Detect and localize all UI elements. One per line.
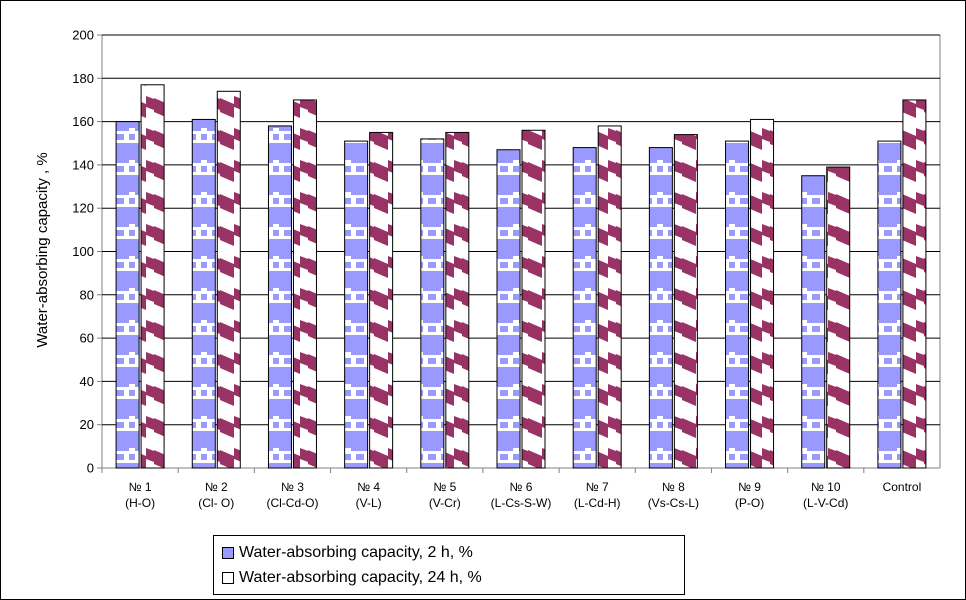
x-category-label: (L-V-Cd) xyxy=(803,496,848,510)
y-tick-label: 80 xyxy=(80,287,94,302)
bar-24h xyxy=(292,99,317,469)
y-tick-label: 200 xyxy=(72,28,94,43)
bar-2h xyxy=(496,149,521,469)
bar-2h xyxy=(267,125,292,469)
y-tick-label: 40 xyxy=(80,374,94,389)
y-tick-label: 160 xyxy=(72,114,94,129)
legend-swatch-24h xyxy=(222,572,234,584)
x-category-label: № 4 xyxy=(357,480,380,494)
bar-2h xyxy=(420,138,445,469)
bar-24h xyxy=(369,131,394,469)
x-category-label: (H-O) xyxy=(125,496,155,510)
bar-24h xyxy=(216,90,241,469)
x-category-label: № 2 xyxy=(205,480,228,494)
x-category-label: № 9 xyxy=(738,480,761,494)
x-category-label: (V-Cr) xyxy=(429,496,461,510)
bar-2h xyxy=(191,118,216,469)
legend: Water-absorbing capacity, 2 h, % Water-a… xyxy=(213,535,685,595)
x-category-label: № 3 xyxy=(281,480,304,494)
bar-2h xyxy=(572,147,597,469)
x-category-label: № 1 xyxy=(129,480,152,494)
x-category-label: № 7 xyxy=(586,480,609,494)
bar-2h xyxy=(648,147,673,469)
bar-2h xyxy=(725,140,750,469)
x-category-label: (P-O) xyxy=(735,496,764,510)
bar-2h xyxy=(801,175,826,469)
x-category-label: (Vs-Cs-L) xyxy=(648,496,699,510)
x-category-label: (L-Cd-H) xyxy=(574,496,621,510)
bar-24h xyxy=(673,134,698,469)
legend-swatch-2h xyxy=(222,547,234,559)
legend-item-24h: Water-absorbing capacity, 24 h, % xyxy=(222,567,482,589)
bar-24h xyxy=(521,129,546,469)
x-category-label: № 5 xyxy=(433,480,456,494)
y-tick-label: 180 xyxy=(72,71,94,86)
x-category-label: (Cl- O) xyxy=(198,496,234,510)
x-category-label: (Cl-Cd-O) xyxy=(266,496,318,510)
x-category-label: (L-Cs-S-W) xyxy=(491,496,552,510)
bar-24h xyxy=(826,166,851,469)
bar-24h xyxy=(597,125,622,469)
legend-label-2h: Water-absorbing capacity, 2 h, % xyxy=(239,544,473,561)
y-tick-label: 60 xyxy=(80,331,94,346)
x-category-label: № 10 xyxy=(811,480,841,494)
bar-24h xyxy=(750,118,775,469)
x-category-label: № 6 xyxy=(510,480,533,494)
legend-label-24h: Water-absorbing capacity, 24 h, % xyxy=(239,569,482,586)
x-category-label: Control xyxy=(883,480,922,494)
x-category-label: № 8 xyxy=(662,480,685,494)
bar-24h xyxy=(445,131,470,469)
y-axis-title: Water-absorbing capacity , % xyxy=(34,152,51,347)
bar-2h xyxy=(344,140,369,469)
y-tick-label: 100 xyxy=(72,244,94,259)
bar-2h xyxy=(877,140,902,469)
legend-item-2h: Water-absorbing capacity, 2 h, % xyxy=(222,542,473,564)
bar-2h xyxy=(115,121,140,469)
bar-24h xyxy=(902,99,927,469)
bar-24h xyxy=(140,84,165,469)
y-tick-label: 140 xyxy=(72,157,94,172)
y-tick-label: 0 xyxy=(87,461,94,476)
x-category-label: (V-L) xyxy=(356,496,382,510)
y-tick-label: 120 xyxy=(72,201,94,216)
y-tick-label: 20 xyxy=(80,417,94,432)
